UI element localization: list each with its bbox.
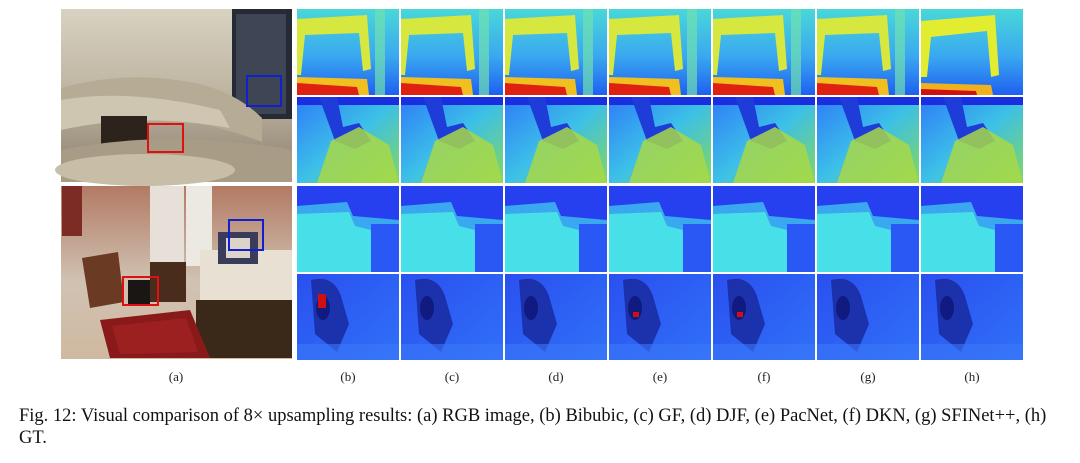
patch-h-row4: [921, 274, 1023, 360]
subfigure-labels: (a) (b) (c) (d) (e) (f) (g) (h): [169, 369, 980, 384]
patch-e-row1: [609, 9, 711, 95]
label-h: (h): [964, 369, 979, 384]
patch-b-row3: [297, 186, 399, 272]
patch-e-row3: [609, 186, 711, 272]
patch-e-row4: [609, 274, 711, 360]
patch-d-row2: [505, 97, 607, 183]
patch-h-row3: [921, 186, 1023, 272]
patch-b-row4: [297, 274, 399, 360]
patch-c-row4: [401, 274, 503, 360]
patch-g-row4: [817, 274, 919, 360]
patch-h-row1: [921, 9, 1023, 95]
patch-c-row3: [401, 186, 503, 272]
patch-c-row2: [401, 97, 503, 183]
rgb-image-bedroom: [61, 186, 292, 359]
label-b: (b): [340, 369, 355, 384]
patch-f-row3: [713, 186, 815, 272]
label-d: (d): [548, 369, 563, 384]
patch-g-row1: [817, 9, 919, 95]
patch-d-row4: [505, 274, 607, 360]
label-g: (g): [860, 369, 875, 384]
figure-caption: Fig. 12: Visual comparison of 8× upsampl…: [19, 406, 1047, 448]
patch-h-row2: [921, 97, 1023, 183]
patch-b-row2: [297, 97, 399, 183]
label-e: (e): [653, 369, 667, 384]
patch-e-row2: [609, 97, 711, 183]
patch-g-row2: [817, 97, 919, 183]
patch-f-row2: [713, 97, 815, 183]
patch-f-row1: [713, 9, 815, 95]
patch-d-row1: [505, 9, 607, 95]
label-c: (c): [445, 369, 459, 384]
patch-f-row4: [713, 274, 815, 360]
patch-c-row1: [401, 9, 503, 95]
patch-g-row3: [817, 186, 919, 272]
patch-d-row3: [505, 186, 607, 272]
label-a: (a): [169, 369, 183, 384]
rgb-image-living-room: [55, 9, 292, 186]
label-f: (f): [758, 369, 771, 384]
patch-b-row1: [297, 9, 399, 95]
depth-patches-grid: [297, 9, 1023, 360]
